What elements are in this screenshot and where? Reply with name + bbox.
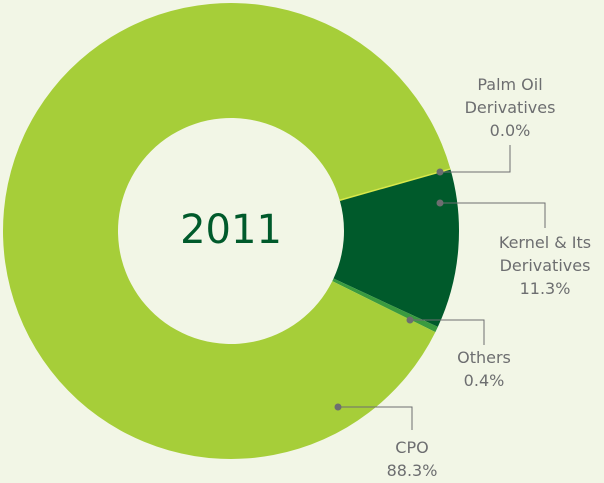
category-label: Kernel & Its Derivatives [498, 233, 592, 275]
leader-line [410, 319, 485, 345]
value-label: 0.0% [489, 121, 531, 140]
value-label: 0.4% [463, 371, 505, 390]
slice [339, 168, 451, 201]
slices [2, 2, 459, 460]
leaders [334, 145, 546, 430]
value-label: 11.3% [519, 279, 571, 298]
leader-dot [436, 199, 444, 207]
slice-label: Kernel & Its Derivatives 11.3% [485, 231, 604, 300]
slice-label: Palm Oil Derivatives 0.0% [450, 73, 570, 142]
category-label: CPO [395, 438, 429, 457]
slice-label: Others 0.4% [424, 346, 544, 392]
slice [333, 168, 459, 327]
category-label: Others [457, 348, 511, 367]
slice [2, 2, 451, 460]
leader-dot [436, 168, 444, 176]
chart-title: 2011 [180, 207, 282, 253]
leader-line [338, 406, 413, 430]
leader-dot [334, 403, 342, 411]
value-label: 88.3% [386, 461, 438, 480]
leader-line [440, 145, 511, 173]
leader-dot [406, 316, 414, 324]
leader-line [440, 202, 546, 228]
category-label: Palm Oil Derivatives [464, 75, 556, 117]
slice-label: CPO 88.3% [352, 436, 472, 482]
